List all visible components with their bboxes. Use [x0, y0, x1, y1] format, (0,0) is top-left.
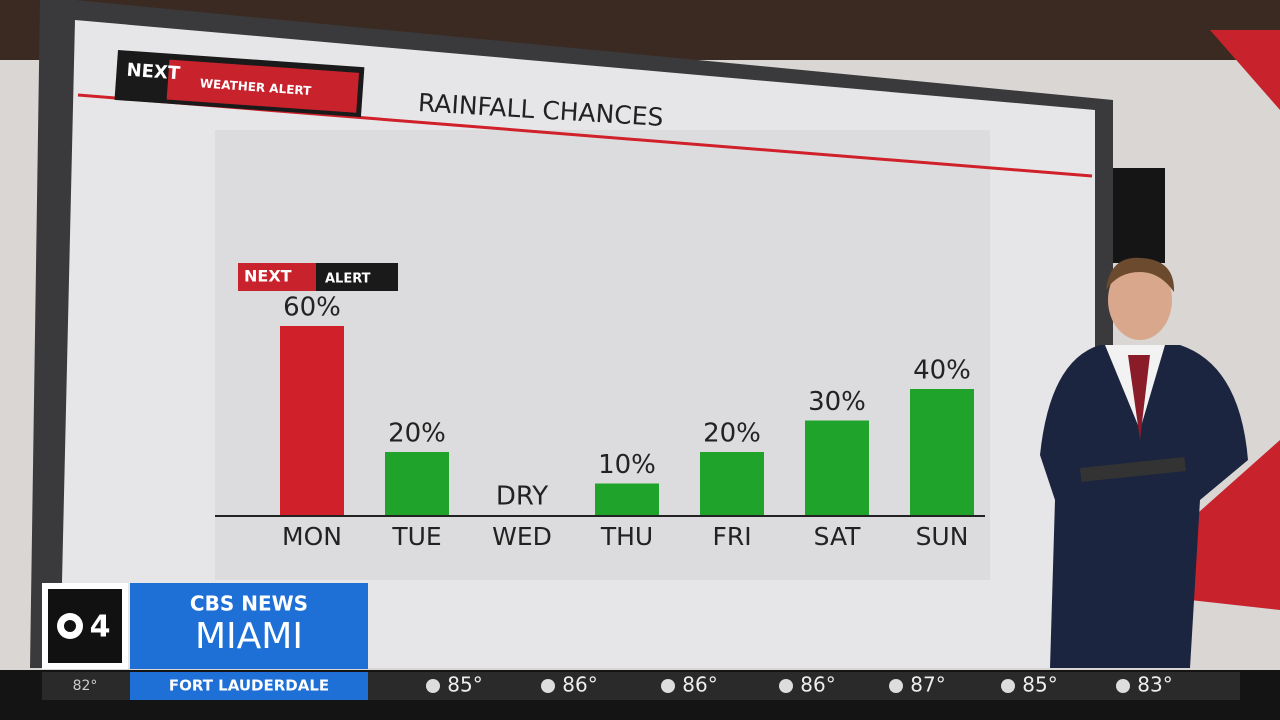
ticker-temp: 86°	[800, 673, 835, 697]
x-tick-label: MON	[282, 522, 342, 551]
x-tick-label: SUN	[916, 522, 969, 551]
bar	[805, 420, 869, 515]
bar-group: 60% MON 20% TUE DRY WED 10% THU 20% FRI 30% SAT 40% S…	[280, 293, 974, 551]
value-label: 40%	[913, 356, 971, 386]
value-label: 30%	[808, 387, 866, 417]
value-label: 20%	[388, 419, 446, 449]
studio-accent	[1190, 440, 1280, 610]
bar	[595, 483, 659, 515]
weather-icon	[779, 679, 793, 693]
cbs-pupil	[64, 620, 76, 632]
value-label: 20%	[703, 419, 761, 449]
x-tick-label: TUE	[391, 522, 441, 551]
ticker-temp: 85°	[447, 673, 482, 697]
header-logo-brand: NEXT	[126, 60, 182, 85]
ticker-location-box	[130, 672, 368, 700]
bar	[910, 389, 974, 515]
station-name-box	[130, 583, 368, 669]
ticker-temp: 86°	[562, 673, 597, 697]
studio-sign	[1113, 168, 1165, 263]
weather-icon	[541, 679, 555, 693]
ticker-temp: 87°	[910, 673, 945, 697]
x-tick-label: WED	[492, 522, 552, 551]
x-tick-label: THU	[600, 522, 653, 551]
weather-icon	[426, 679, 440, 693]
alert-badge-text: ALERT	[325, 272, 371, 287]
value-label: DRY	[496, 482, 548, 512]
ticker-temp: 83°	[1137, 673, 1172, 697]
weather-icon	[889, 679, 903, 693]
weather-icon	[661, 679, 675, 693]
station-channel: 4	[90, 610, 111, 645]
ticker-location: FORT LAUDERDALE	[169, 677, 329, 695]
bar	[385, 452, 449, 515]
header-logo-red	[166, 59, 359, 113]
alert-badge-red	[238, 263, 316, 291]
x-tick-label: SAT	[814, 522, 861, 551]
studio-accent	[1210, 30, 1280, 110]
weather-icon	[1001, 679, 1015, 693]
value-label: 60%	[283, 293, 341, 323]
bar	[700, 452, 764, 515]
bar	[280, 326, 344, 515]
x-tick-label: FRI	[712, 522, 751, 551]
weather-icon	[1116, 679, 1130, 693]
alert-badge-brand: NEXT	[244, 267, 292, 286]
ticker-temp: 85°	[1022, 673, 1057, 697]
station-city: MIAMI	[195, 616, 303, 657]
presenter	[1040, 257, 1248, 668]
value-label: 10%	[598, 450, 656, 480]
ticker-first: 82°	[73, 678, 98, 694]
ticker-temp: 86°	[682, 673, 717, 697]
station-network: CBS NEWS	[190, 592, 308, 616]
ticker-temps: 85° 86° 86° 86° 87° 85° 83°	[426, 673, 1173, 697]
